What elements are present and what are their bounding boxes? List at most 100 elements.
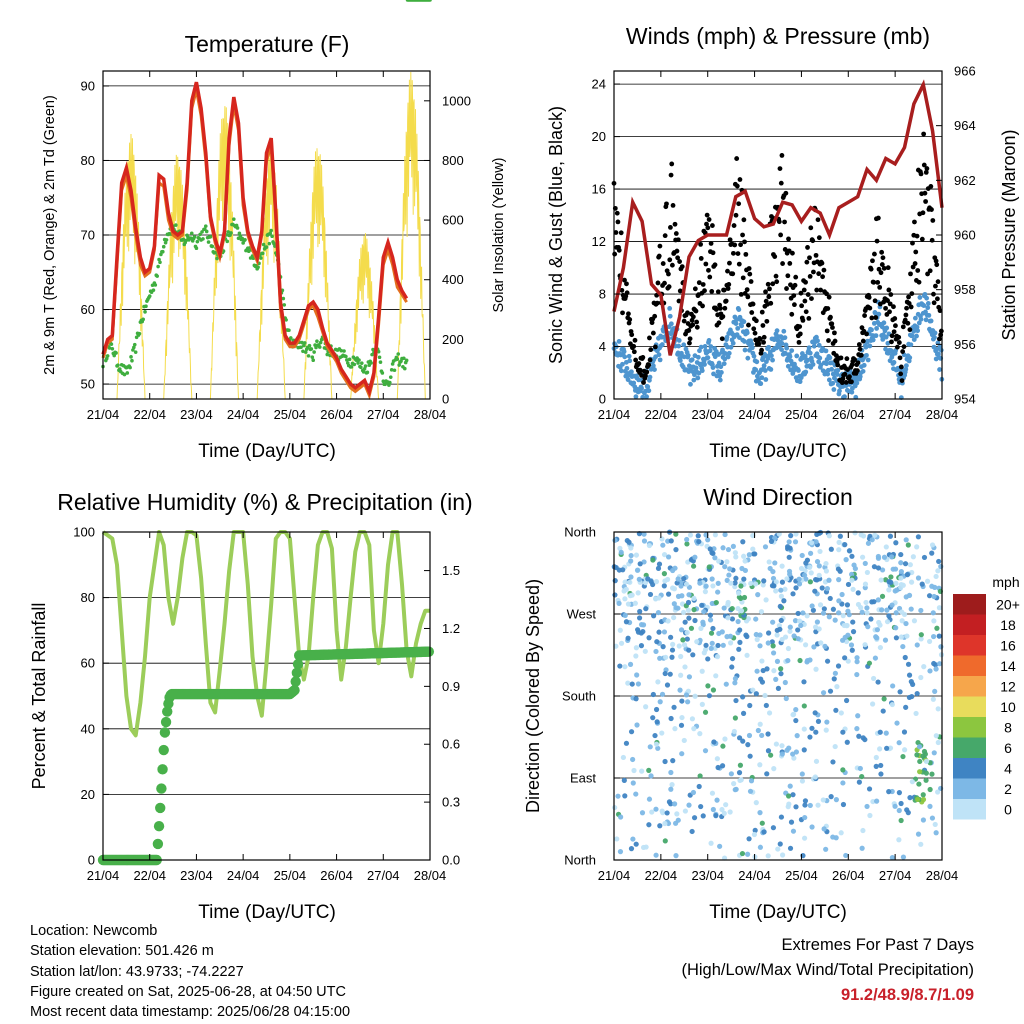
- wind-direction-point: [795, 627, 801, 633]
- wind-direction-point: [852, 565, 858, 572]
- wind-direction-point: [790, 751, 796, 757]
- wind-direction-point: [757, 810, 763, 816]
- wind-ytick-label: 24: [592, 77, 606, 92]
- gust-point: [761, 339, 766, 345]
- wind-direction-point: [837, 533, 843, 539]
- gust-point: [627, 317, 633, 322]
- gust-point: [874, 238, 880, 244]
- wind-direction-point: [681, 642, 688, 648]
- wind-direction-point: [777, 603, 783, 610]
- wind-direction-point: [737, 762, 744, 768]
- wind-direction-point: [840, 613, 846, 619]
- wind-direction-point: [795, 636, 801, 642]
- wind-direction-point: [832, 617, 838, 623]
- wind-direction-point: [696, 538, 702, 545]
- direction-ytick-label: West: [567, 607, 597, 622]
- wind-direction-point: [740, 539, 746, 545]
- gust-point: [783, 190, 789, 196]
- wind-direction-point: [763, 597, 769, 603]
- gust-point: [891, 329, 897, 335]
- wind-direction-point: [764, 771, 770, 777]
- gust-point: [808, 225, 814, 231]
- wind-direction-point: [823, 568, 830, 574]
- gust-point: [825, 306, 831, 311]
- wind-direction-point: [737, 639, 743, 645]
- dewpoint-point: [206, 240, 211, 244]
- pressure-ytick-right-label: 966: [954, 64, 976, 79]
- gust-point: [709, 289, 715, 294]
- wind-direction-point: [635, 590, 641, 596]
- wind-direction-point: [930, 696, 936, 702]
- wind-direction-point: [708, 645, 714, 652]
- sonic-wind-point: [689, 357, 695, 363]
- wind-direction-point: [737, 627, 743, 633]
- wind-direction-point: [671, 601, 677, 607]
- wind-direction-point: [878, 762, 884, 769]
- gust-point: [756, 341, 762, 347]
- wind-direction-point: [673, 531, 679, 537]
- wind-direction-point: [772, 560, 778, 566]
- wind-direction-point: [862, 581, 869, 587]
- wind-direction-point: [740, 738, 746, 744]
- sonic-wind-point: [691, 377, 697, 383]
- wind-direction-point: [918, 841, 924, 847]
- wind-direction-point: [865, 540, 872, 546]
- gust-point: [679, 264, 685, 269]
- wind-direction-point: [678, 722, 685, 728]
- gust-point: [934, 262, 940, 268]
- wind-direction-point: [711, 546, 717, 552]
- dewpoint-point: [114, 351, 118, 355]
- wind-direction-point: [674, 580, 680, 586]
- sonic-wind-point: [631, 380, 637, 386]
- dewpoint-point: [288, 336, 293, 340]
- wind-direction-point: [855, 590, 861, 596]
- wind-direction-point: [863, 599, 869, 606]
- wind-direction-point: [927, 786, 933, 793]
- wind-direction-point: [929, 542, 936, 548]
- dewpoint-point: [311, 358, 316, 362]
- dewpoint-point: [201, 237, 205, 241]
- wind-direction-point: [738, 777, 744, 783]
- wind-direction-point: [648, 773, 654, 779]
- wind-direction-point: [736, 735, 743, 741]
- wind-direction-point: [625, 680, 631, 686]
- gust-point: [893, 323, 898, 329]
- legend-label: 6: [1004, 740, 1012, 756]
- wind-direction-point: [865, 624, 871, 630]
- wind-direction-point: [773, 579, 779, 585]
- sonic-wind-point: [627, 358, 633, 364]
- wind-direction-point: [740, 710, 747, 716]
- gust-point: [722, 305, 728, 311]
- legend-label: 0: [1004, 802, 1012, 818]
- wind-direction-point: [800, 610, 806, 616]
- gust-point: [899, 378, 905, 384]
- sonic-wind-point: [721, 361, 727, 367]
- wind-direction-point: [752, 827, 758, 833]
- gust-point: [819, 260, 825, 266]
- wind-direction-point: [792, 618, 799, 624]
- sonic-wind-point: [860, 368, 866, 374]
- gust-point: [669, 262, 675, 268]
- gust-point: [727, 260, 732, 266]
- gust-point: [616, 247, 622, 253]
- gust-point: [862, 313, 867, 318]
- wind-direction-point: [654, 639, 660, 645]
- dewpoint-point: [195, 239, 200, 244]
- wind-direction-point: [612, 804, 618, 811]
- wind-direction-point: [898, 551, 904, 558]
- wind-direction-point: [758, 609, 765, 615]
- wind-direction-point: [896, 740, 902, 746]
- sonic-wind-point: [756, 377, 761, 383]
- sonic-wind-point: [914, 324, 920, 330]
- humidity-xtick-label: 25/04: [274, 868, 307, 883]
- wind-direction-point: [713, 813, 719, 819]
- gust-point: [626, 311, 631, 317]
- gust-point: [656, 253, 662, 259]
- wind-direction-point: [618, 640, 625, 646]
- gust-point: [810, 238, 816, 244]
- gust-point: [760, 323, 766, 328]
- dewpoint-point: [388, 380, 392, 385]
- sonic-wind-point: [794, 353, 800, 359]
- dewpoint-point: [208, 234, 213, 239]
- wind-direction-point: [771, 766, 777, 772]
